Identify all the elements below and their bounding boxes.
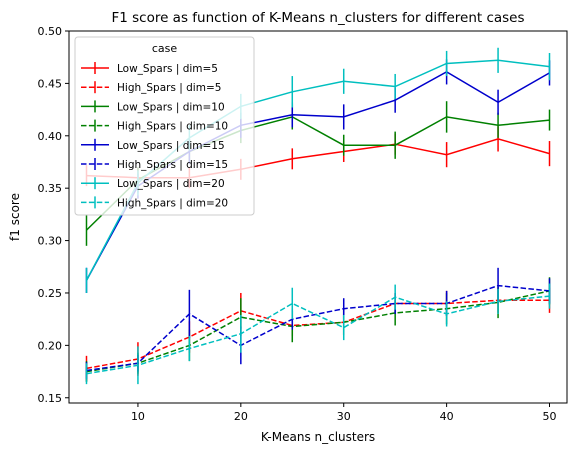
y-tick-label: 0.25 — [38, 287, 63, 300]
series-line — [86, 290, 550, 373]
legend-entry: High_Spars | dim=5 — [117, 82, 221, 94]
x-tick-label: 30 — [337, 410, 351, 423]
legend-entry: Low_Spars | dim=10 — [117, 101, 225, 113]
y-tick-label: 0.30 — [38, 235, 63, 248]
series-4 — [85, 277, 551, 383]
plot-frame — [68, 30, 568, 404]
legend-entry: Low_Spars | dim=5 — [117, 63, 218, 75]
y-tick-label: 0.35 — [38, 182, 63, 195]
y-tick-label: 0.40 — [38, 130, 63, 143]
y-tick-label: 0.20 — [38, 339, 63, 352]
legend-entry: High_Spars | dim=20 — [117, 197, 228, 209]
legend: case Low_Spars | dim=5 High_Spars | dim=5 L… — [74, 36, 255, 216]
y-axis-label: f1 score — [8, 193, 22, 241]
x-tick-label: 20 — [234, 410, 248, 423]
y-axis: 0.15 0.20 0.25 0.30 0.35 0.40 0.45 0.50 — [38, 25, 69, 405]
series-8 — [85, 283, 551, 385]
legend-box — [74, 36, 255, 216]
series-line — [86, 299, 550, 370]
x-axis: 10 20 30 40 50 — [131, 403, 557, 423]
x-tick-label: 40 — [440, 410, 454, 423]
legend-entry: Low_Spars | dim=15 — [117, 140, 225, 152]
legend-entry: High_Spars | dim=15 — [117, 159, 228, 171]
x-tick-label: 10 — [131, 410, 145, 423]
x-axis-label: K-Means n_clusters — [261, 430, 375, 444]
series-line — [86, 284, 550, 372]
legend-entry: Low_Spars | dim=20 — [117, 178, 225, 190]
y-tick-label: 0.15 — [38, 392, 63, 405]
series-2 — [85, 287, 551, 381]
y-tick-label: 0.50 — [38, 25, 63, 38]
legend-title: case — [152, 42, 178, 55]
x-tick-label: 50 — [543, 410, 557, 423]
y-tick-label: 0.45 — [38, 77, 63, 90]
legend-entry: High_Spars | dim=10 — [117, 121, 228, 133]
chart-title: F1 score as function of K-Means n_cluste… — [111, 10, 524, 26]
series-line — [86, 295, 550, 375]
series-group — [85, 47, 551, 385]
